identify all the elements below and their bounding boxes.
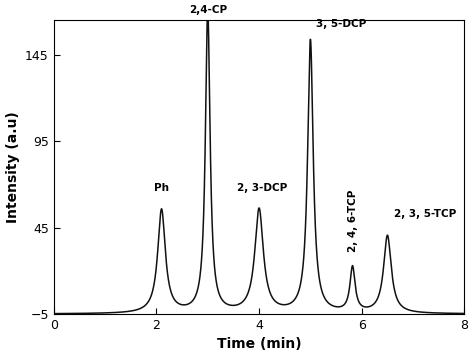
Y-axis label: Intensity (a.u): Intensity (a.u): [6, 111, 19, 223]
Text: Ph: Ph: [154, 183, 169, 193]
Text: 3, 5-DCP: 3, 5-DCP: [316, 19, 366, 29]
Text: 2, 4, 6-TCP: 2, 4, 6-TCP: [347, 190, 357, 252]
X-axis label: Time (min): Time (min): [217, 337, 301, 351]
Text: 2, 3-DCP: 2, 3-DCP: [237, 183, 287, 193]
Text: 2,4-CP: 2,4-CP: [189, 5, 227, 15]
Text: 2, 3, 5-TCP: 2, 3, 5-TCP: [393, 209, 456, 219]
